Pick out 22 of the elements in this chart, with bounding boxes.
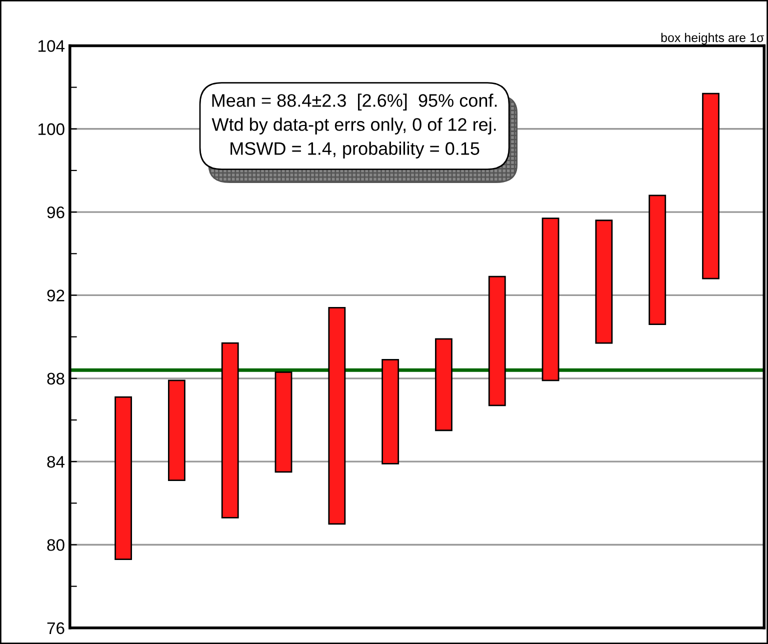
bar [382, 358, 400, 464]
text: box heights are 1σ [661, 32, 764, 45]
y-tick-label: 84 [47, 456, 65, 468]
y-tick-label: 80 [47, 539, 64, 551]
y-tick-label: 100 [38, 123, 64, 136]
y-tick-label: 96 [47, 206, 64, 218]
y-tick-label: 76 [47, 622, 64, 634]
bar [542, 218, 560, 382]
bar [221, 342, 239, 518]
bar [488, 276, 506, 406]
bar [435, 338, 452, 432]
bar [114, 396, 132, 560]
annotation: Mean = 88.4±2.3 [2.6%] 95% conf. Wtd by data-pt errs only, 0 of 12 rej. MSWD = 1.4, probability = 0.15 [212, 94, 497, 159]
y-tick-label: 104 [38, 40, 65, 52]
bar [595, 220, 613, 344]
bar [274, 371, 292, 473]
bar [648, 194, 666, 326]
bar [702, 92, 720, 280]
y-tick-label: 92 [47, 290, 64, 302]
bar [168, 380, 186, 481]
bar [328, 307, 346, 525]
y-tick-label: 88 [47, 372, 64, 385]
